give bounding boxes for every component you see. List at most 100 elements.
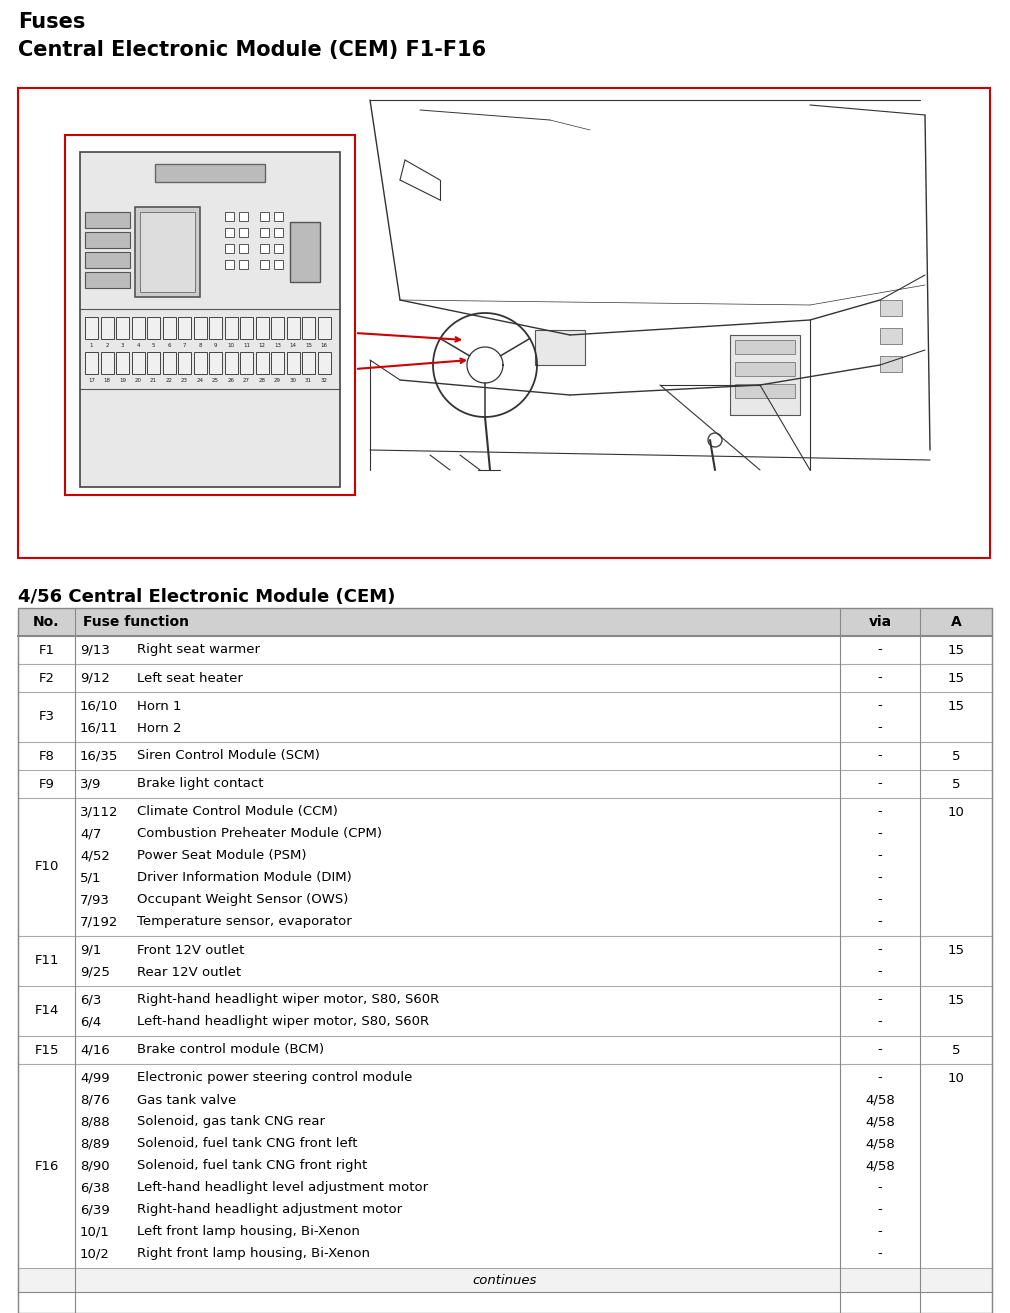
Text: 15: 15 [947, 944, 965, 956]
Text: F10: F10 [34, 860, 59, 873]
Text: 4: 4 [136, 343, 139, 348]
Bar [880, 299, 902, 316]
Bar [140, 211, 195, 291]
Text: 5: 5 [951, 750, 961, 763]
Bar [85, 272, 130, 288]
Text: Left front lamp housing, Bi-Xenon: Left front lamp housing, Bi-Xenon [137, 1225, 360, 1238]
Bar [239, 260, 248, 269]
Bar [880, 356, 902, 372]
Bar [85, 211, 130, 228]
Text: 21: 21 [150, 378, 157, 383]
Text: 7/93: 7/93 [80, 894, 110, 906]
Text: 6/38: 6/38 [80, 1182, 110, 1195]
Text: Occupant Weight Sensor (OWS): Occupant Weight Sensor (OWS) [137, 894, 348, 906]
Text: 8/90: 8/90 [80, 1159, 110, 1173]
Text: 4/56 Central Electronic Module (CEM): 4/56 Central Electronic Module (CEM) [18, 588, 395, 607]
Text: 27: 27 [243, 378, 250, 383]
Bar [302, 316, 315, 339]
Text: 12: 12 [259, 343, 266, 348]
Text: Right-hand headlight adjustment motor: Right-hand headlight adjustment motor [137, 1204, 402, 1217]
Bar [225, 260, 234, 269]
Text: 4/52: 4/52 [80, 850, 110, 863]
Text: Left-hand headlight wiper motor, S80, S60R: Left-hand headlight wiper motor, S80, S6… [137, 1015, 429, 1028]
Text: Fuse function: Fuse function [83, 614, 189, 629]
Text: F16: F16 [34, 1159, 59, 1173]
Text: 9: 9 [214, 343, 217, 348]
Text: -: - [878, 1182, 883, 1195]
Text: 7/192: 7/192 [80, 915, 118, 928]
Text: Solenoid, fuel tank CNG front right: Solenoid, fuel tank CNG front right [137, 1159, 368, 1173]
Text: 20: 20 [134, 378, 141, 383]
Text: Horn 1: Horn 1 [137, 700, 182, 713]
Bar [18, 635, 992, 664]
Bar [18, 742, 992, 769]
Text: Siren Control Module (SCM): Siren Control Module (SCM) [137, 750, 320, 763]
Text: Brake light contact: Brake light contact [137, 777, 264, 790]
Bar [240, 352, 252, 374]
Text: 3: 3 [121, 343, 124, 348]
Text: 10/1: 10/1 [80, 1225, 110, 1238]
Text: 18: 18 [103, 378, 110, 383]
Bar [85, 252, 130, 268]
Text: 16/10: 16/10 [80, 700, 118, 713]
Text: 25: 25 [212, 378, 219, 383]
Text: -: - [878, 965, 883, 978]
Bar [260, 244, 269, 253]
Text: 16/35: 16/35 [80, 750, 118, 763]
Bar [239, 228, 248, 238]
Text: 28: 28 [259, 378, 266, 383]
Text: -: - [878, 1044, 883, 1057]
Text: 3/9: 3/9 [80, 777, 101, 790]
Bar [194, 316, 206, 339]
Bar [735, 340, 795, 355]
Text: 29: 29 [274, 378, 281, 383]
Bar [224, 316, 237, 339]
Text: 26: 26 [227, 378, 234, 383]
Bar [18, 1064, 992, 1268]
Bar [18, 936, 992, 986]
Text: 8/89: 8/89 [80, 1137, 110, 1150]
Bar [287, 352, 300, 374]
Text: 5/1: 5/1 [80, 872, 101, 885]
Bar [290, 222, 320, 282]
Text: 15: 15 [947, 700, 965, 713]
Text: -: - [878, 1225, 883, 1238]
Text: -: - [878, 722, 883, 734]
Bar [209, 316, 222, 339]
Text: 9/1: 9/1 [80, 944, 101, 956]
Bar [18, 769, 992, 798]
Text: 8/76: 8/76 [80, 1094, 110, 1107]
Text: 9/12: 9/12 [80, 671, 110, 684]
Bar [131, 316, 144, 339]
Bar [178, 352, 191, 374]
Text: 10: 10 [947, 805, 965, 818]
Bar [18, 798, 992, 936]
Bar [85, 316, 98, 339]
Bar [256, 316, 269, 339]
Bar [225, 211, 234, 221]
Bar [163, 352, 176, 374]
Text: F11: F11 [34, 955, 59, 968]
Bar [163, 316, 176, 339]
Text: Climate Control Module (CCM): Climate Control Module (CCM) [137, 805, 338, 818]
Bar [135, 207, 200, 297]
Bar [735, 362, 795, 376]
Text: 24: 24 [197, 378, 203, 383]
Text: -: - [878, 944, 883, 956]
Text: 16/11: 16/11 [80, 722, 118, 734]
Bar [194, 352, 206, 374]
Bar [240, 316, 252, 339]
Text: -: - [878, 1204, 883, 1217]
Text: via: via [869, 614, 892, 629]
Text: -: - [878, 643, 883, 656]
Text: 16: 16 [320, 343, 327, 348]
Text: -: - [878, 700, 883, 713]
Text: Temperature sensor, evaporator: Temperature sensor, evaporator [137, 915, 351, 928]
Bar [274, 211, 283, 221]
Bar [260, 260, 269, 269]
Bar [155, 164, 265, 183]
Text: 10: 10 [227, 343, 234, 348]
Bar [18, 664, 992, 692]
Text: 5: 5 [951, 777, 961, 790]
Text: 8: 8 [198, 343, 202, 348]
